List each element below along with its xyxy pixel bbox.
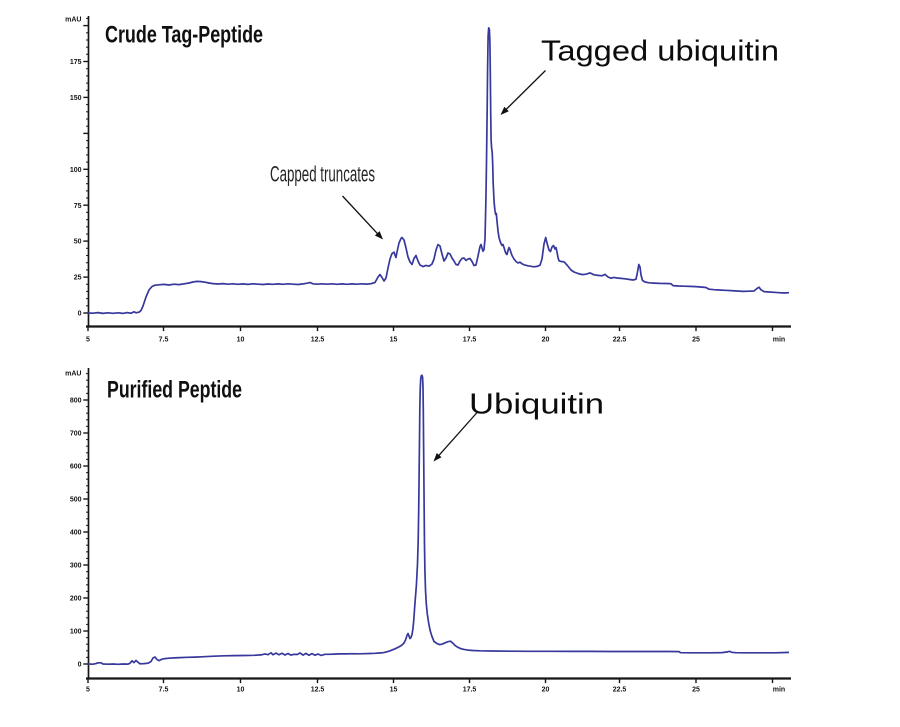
svg-text:700: 700 xyxy=(70,431,82,438)
svg-text:800: 800 xyxy=(70,398,82,405)
svg-text:22.5: 22.5 xyxy=(613,687,627,694)
svg-text:10: 10 xyxy=(237,337,245,344)
svg-text:100: 100 xyxy=(70,167,82,174)
svg-text:15: 15 xyxy=(390,337,398,344)
svg-text:Tagged ubiquitin: Tagged ubiquitin xyxy=(541,36,779,68)
svg-text:20: 20 xyxy=(542,687,550,694)
svg-text:25: 25 xyxy=(74,275,82,282)
svg-text:min: min xyxy=(773,337,785,344)
svg-text:12.5: 12.5 xyxy=(311,687,325,694)
svg-text:75: 75 xyxy=(74,203,82,210)
svg-text:Crude Tag-Peptide: Crude Tag-Peptide xyxy=(105,22,263,49)
svg-text:150: 150 xyxy=(70,95,82,102)
svg-text:mAU: mAU xyxy=(65,371,81,378)
svg-text:10: 10 xyxy=(237,687,245,694)
svg-text:50: 50 xyxy=(74,239,82,246)
svg-text:200: 200 xyxy=(70,596,82,603)
svg-text:300: 300 xyxy=(70,563,82,570)
svg-text:100: 100 xyxy=(70,629,82,636)
svg-text:7.5: 7.5 xyxy=(159,337,169,344)
svg-text:mAU: mAU xyxy=(65,17,81,24)
svg-text:5: 5 xyxy=(86,337,90,344)
svg-text:20: 20 xyxy=(542,337,550,344)
svg-text:400: 400 xyxy=(70,530,82,537)
svg-text:600: 600 xyxy=(70,464,82,471)
svg-text:Ubiquitin: Ubiquitin xyxy=(469,389,604,421)
svg-text:22.5: 22.5 xyxy=(613,337,627,344)
svg-text:7.5: 7.5 xyxy=(159,687,169,694)
svg-text:500: 500 xyxy=(70,497,82,504)
svg-text:25: 25 xyxy=(692,687,700,694)
svg-text:15: 15 xyxy=(390,687,398,694)
svg-text:5: 5 xyxy=(86,687,90,694)
svg-text:17.5: 17.5 xyxy=(463,687,477,694)
svg-text:0: 0 xyxy=(78,311,82,318)
svg-text:0: 0 xyxy=(78,662,82,669)
svg-text:175: 175 xyxy=(70,59,82,66)
svg-text:25: 25 xyxy=(692,337,700,344)
svg-text:Purified Peptide: Purified Peptide xyxy=(107,377,242,404)
svg-text:Capped truncates: Capped truncates xyxy=(270,162,375,187)
svg-text:17.5: 17.5 xyxy=(463,337,477,344)
svg-text:min: min xyxy=(773,687,785,694)
svg-text:12.5: 12.5 xyxy=(311,337,325,344)
